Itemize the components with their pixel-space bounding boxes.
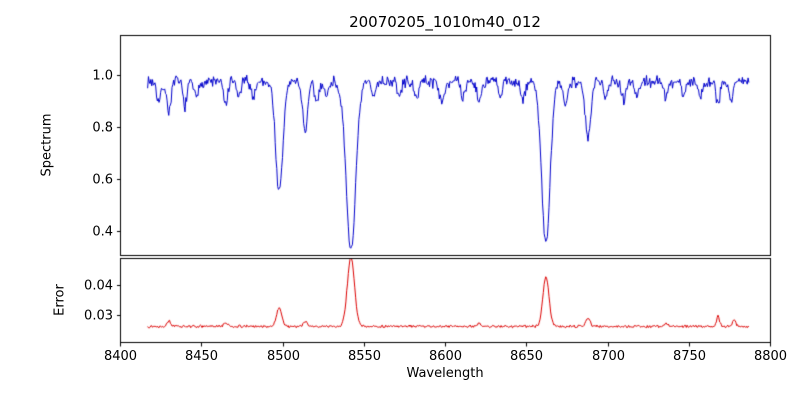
y-tick-label: 1.0 bbox=[92, 68, 113, 83]
x-tick-label: 8600 bbox=[428, 349, 463, 364]
x-tick-label: 8550 bbox=[347, 349, 382, 364]
y-tick-label: 0.03 bbox=[84, 308, 113, 323]
x-tick-label: 8400 bbox=[103, 349, 138, 364]
y-tick-label: 0.6 bbox=[92, 172, 113, 187]
x-tick-label: 8800 bbox=[753, 349, 788, 364]
x-tick-label: 8500 bbox=[266, 349, 301, 364]
x-tick-label: 8450 bbox=[184, 349, 219, 364]
y-tick-label: 0.8 bbox=[92, 120, 113, 135]
x-tick-label: 8700 bbox=[591, 349, 626, 364]
x-tick-label: 8750 bbox=[672, 349, 707, 364]
chart-title: 20070205_1010m40_012 bbox=[349, 13, 541, 31]
x-tick-label: 8650 bbox=[509, 349, 544, 364]
y-tick-label: 0.4 bbox=[92, 224, 113, 239]
error-y-axis-label: Error bbox=[52, 284, 68, 316]
x-axis-label: Wavelength bbox=[406, 366, 484, 381]
spectrum-y-axis-label: Spectrum bbox=[39, 113, 55, 177]
y-tick-label: 0.04 bbox=[84, 278, 113, 293]
